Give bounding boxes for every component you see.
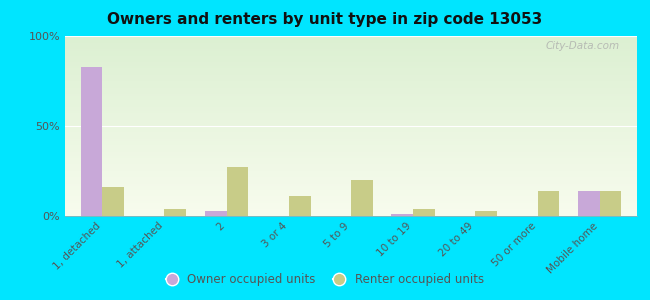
Bar bbox=[600, 191, 621, 216]
Bar bbox=[578, 191, 600, 216]
Bar bbox=[102, 187, 124, 216]
Bar bbox=[351, 180, 372, 216]
Bar bbox=[391, 214, 413, 216]
Bar bbox=[227, 167, 248, 216]
Bar bbox=[289, 196, 311, 216]
Bar bbox=[538, 191, 559, 216]
Bar bbox=[81, 67, 102, 216]
Bar bbox=[205, 211, 227, 216]
Text: City-Data.com: City-Data.com bbox=[546, 41, 620, 51]
Legend: Owner occupied units, Renter occupied units: Owner occupied units, Renter occupied un… bbox=[161, 269, 489, 291]
Bar bbox=[475, 211, 497, 216]
Bar bbox=[413, 209, 435, 216]
Bar bbox=[164, 209, 187, 216]
Text: Owners and renters by unit type in zip code 13053: Owners and renters by unit type in zip c… bbox=[107, 12, 543, 27]
